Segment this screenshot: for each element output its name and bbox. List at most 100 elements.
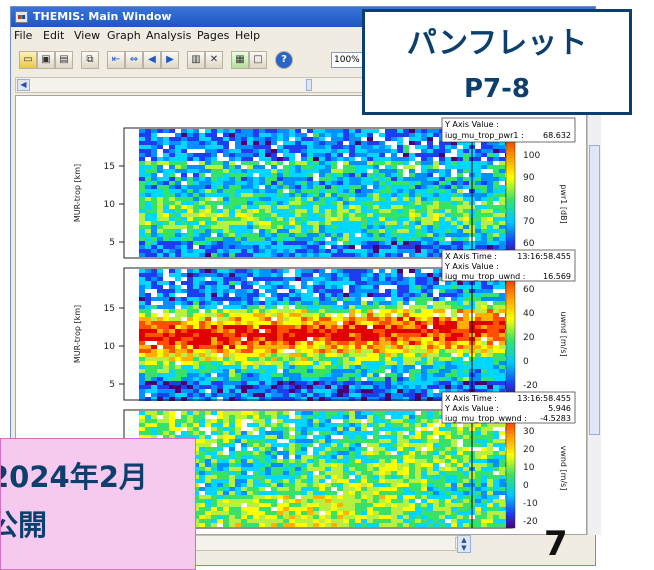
heatmap-cell [343, 173, 349, 177]
heatmap-cell [457, 233, 463, 237]
heatmap-cell [379, 443, 385, 447]
zoom-out-time-icon[interactable]: ⇔ [125, 51, 143, 69]
heatmap-cell [271, 381, 277, 385]
heatmap-cell [223, 431, 229, 435]
heatmap-cell [391, 197, 397, 201]
heatmap-cell [163, 419, 169, 423]
heatmap-cell [211, 221, 217, 225]
heatmap-cell [223, 337, 229, 341]
heatmap-cell [487, 431, 493, 435]
heatmap-cell [169, 221, 175, 225]
heatmap-cell [151, 377, 157, 381]
menu-help[interactable]: Help [235, 29, 261, 42]
heatmap-cell [307, 165, 313, 169]
scroll-left-icon[interactable]: ◀ [17, 79, 30, 91]
heatmap-cell [445, 169, 451, 173]
heatmap-cell [283, 185, 289, 189]
heatmap-cell [433, 153, 439, 157]
heatmap-cell [421, 237, 427, 241]
heatmap-cell [355, 193, 361, 197]
heatmap-cell [475, 447, 481, 451]
menu-graph[interactable]: Graph [107, 29, 141, 42]
help-icon[interactable]: ? [275, 51, 293, 69]
copy-icon[interactable]: ⧉ [81, 51, 99, 69]
heatmap-cell [415, 317, 421, 321]
open-icon[interactable]: ▭ [19, 51, 37, 69]
menu-pages[interactable]: Pages [197, 29, 230, 42]
heatmap-cell [151, 225, 157, 229]
heatmap-cell [295, 213, 301, 217]
heatmap-cell [481, 201, 487, 205]
heatmap-cell [247, 153, 253, 157]
heatmap-cell [265, 221, 271, 225]
heatmap-cell [151, 193, 157, 197]
heatmap-cell [319, 357, 325, 361]
heatmap-cell [307, 377, 313, 381]
heatmap-cell [415, 309, 421, 313]
heatmap-cell [223, 435, 229, 439]
heatmap-cell [433, 373, 439, 377]
heatmap-cell [193, 419, 199, 423]
delete-icon[interactable]: ✕ [205, 51, 223, 69]
heatmap-cell [223, 447, 229, 451]
heatmap-cell [289, 325, 295, 329]
heatmap-cell [397, 249, 403, 253]
heatmap-cell [319, 361, 325, 365]
heatmap-cell [403, 397, 409, 401]
heatmap-cell [463, 281, 469, 285]
heatmap-cell [451, 369, 457, 373]
heatmap-cell [253, 145, 259, 149]
heatmap-cell [313, 353, 319, 357]
heatmap-cell [235, 297, 241, 301]
layout-icon[interactable]: ▦ [231, 51, 249, 69]
heatmap-cell [151, 145, 157, 149]
heatmap-cell [319, 181, 325, 185]
menu-analysis[interactable]: Analysis [146, 29, 192, 42]
heatmap-cell [187, 193, 193, 197]
heatmap-cell [391, 455, 397, 459]
save-icon[interactable]: ▣ [37, 51, 55, 69]
heatmap-cell [181, 365, 187, 369]
heatmap-cell [331, 329, 337, 333]
heatmap-cell [235, 341, 241, 345]
heatmap-cell [439, 157, 445, 161]
heatmap-cell [355, 209, 361, 213]
menu-view[interactable]: View [74, 29, 101, 42]
heatmap-cell [205, 129, 211, 133]
back-icon[interactable]: ◀ [143, 51, 161, 69]
heatmap-cell [403, 435, 409, 439]
heatmap-cell [379, 341, 385, 345]
print-icon[interactable]: ▤ [55, 51, 73, 69]
heatmap-cell [151, 237, 157, 241]
heatmap-cell [181, 213, 187, 217]
heatmap-cell [193, 241, 199, 245]
heatmap-cell [157, 341, 163, 345]
heatmap-cell [373, 365, 379, 369]
panel-icon[interactable]: □ [249, 51, 267, 69]
heatmap-cell [463, 357, 469, 361]
heatmap-cell [283, 289, 289, 293]
menu-file[interactable]: File [14, 29, 33, 42]
heatmap-cell [409, 249, 415, 253]
heatmap-cell [193, 345, 199, 349]
heatmap-cell [199, 221, 205, 225]
properties-icon[interactable]: ▥ [187, 51, 205, 69]
heatmap-cell [211, 467, 217, 471]
heatmap-cell [187, 333, 193, 337]
heatmap-cell [385, 129, 391, 133]
heatmap-cell [343, 443, 349, 447]
forward-icon[interactable]: ▶ [161, 51, 179, 69]
heatmap-cell [385, 381, 391, 385]
scroll-thumb[interactable] [306, 79, 312, 91]
heatmap-cell [403, 197, 409, 201]
heatmap-cell [139, 431, 145, 435]
heatmap-cell [277, 149, 283, 153]
menu-edit[interactable]: Edit [43, 29, 65, 42]
heatmap-cell [397, 237, 403, 241]
zoom-in-time-icon[interactable]: ⇤ [107, 51, 125, 69]
heatmap-cell [487, 237, 493, 241]
heatmap-cell [241, 137, 247, 141]
heatmap-cell [223, 389, 229, 393]
heatmap-cell [265, 415, 271, 419]
heatmap-cell [493, 325, 499, 329]
